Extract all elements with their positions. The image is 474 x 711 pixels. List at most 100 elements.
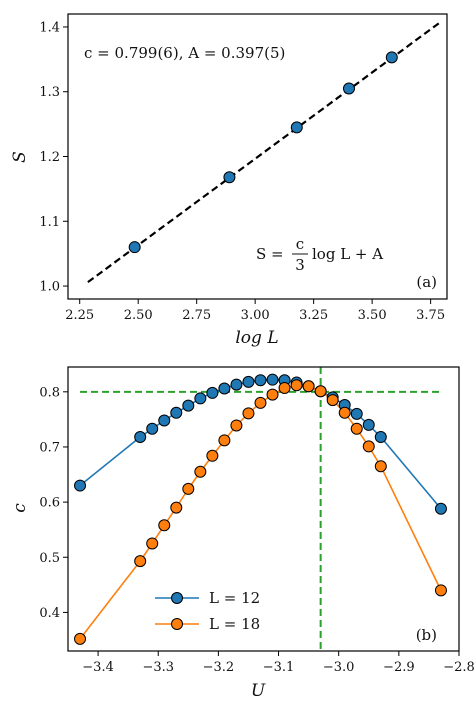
panel-b-data-point-1 bbox=[158, 519, 171, 532]
panel-b-data-point-0 bbox=[218, 382, 231, 395]
panel-a-data-point bbox=[385, 51, 398, 64]
panel-a-fit-line-group bbox=[87, 21, 441, 284]
panel-b-data-point-0 bbox=[266, 373, 279, 386]
panel-a-ytick-label: 1.1 bbox=[39, 215, 60, 230]
panel-b-data-point-0 bbox=[134, 431, 147, 444]
panel-b-data-point-1 bbox=[134, 555, 147, 568]
legend-item-l12: L = 12 bbox=[155, 589, 260, 607]
panel-b-data-point-1 bbox=[314, 385, 327, 398]
panel-b-data-point-0 bbox=[362, 418, 375, 431]
panel-b-data-point-1 bbox=[434, 584, 447, 597]
panel-b-data-point-0 bbox=[230, 378, 243, 391]
legend-label-l12: L = 12 bbox=[209, 589, 260, 607]
panel-b-data-point-1 bbox=[182, 482, 195, 495]
panel-a: 2.25 2.50 2.75 3.00 3.25 3.50 3.75 1.0 1.1 1.2 1.3… bbox=[10, 13, 448, 348]
panel-b-data-point-1 bbox=[326, 394, 339, 407]
panel-a-xlabel: log L bbox=[235, 328, 278, 348]
panel-a-xtick-label: 2.50 bbox=[124, 308, 153, 323]
panel-b-ytick-label: 0.5 bbox=[39, 551, 60, 566]
panel-a-points bbox=[128, 51, 398, 254]
panel-a-data-point bbox=[223, 171, 236, 184]
panel-b: −3.4 −3.3 −3.2 −3.1 −3.0 −2.9 −2.8 0.4 0.5 0.6 0.7… bbox=[10, 366, 474, 701]
panel-a-xtick-label: 2.75 bbox=[182, 308, 211, 323]
panel-b-xtick-label: −3.1 bbox=[263, 660, 295, 675]
panel-b-xtick-label: −3.0 bbox=[323, 660, 355, 675]
panel-a-fit-text: c = 0.799(6), A = 0.397(5) bbox=[84, 44, 285, 62]
panel-b-data-point-1 bbox=[218, 434, 231, 447]
panel-b-ytick-label: 0.4 bbox=[39, 606, 60, 621]
panel-b-data-point-1 bbox=[350, 422, 363, 435]
panel-b-data-point-0 bbox=[194, 392, 207, 405]
panel-b-data-point-0 bbox=[182, 399, 195, 412]
panel-a-xtick-label: 3.00 bbox=[241, 308, 270, 323]
legend-item-l18: L = 18 bbox=[155, 615, 260, 633]
panel-b-data-point-0 bbox=[374, 431, 387, 444]
panel-b-data-point-0 bbox=[206, 386, 219, 399]
panel-b-series-line-1 bbox=[79, 384, 442, 640]
panel-b-xtick-label: −3.2 bbox=[203, 660, 235, 675]
panel-b-data-point-1 bbox=[146, 537, 159, 550]
panel-b-data-point-1 bbox=[374, 460, 387, 473]
formula-rhs: log L + A bbox=[312, 245, 383, 263]
panel-a-formula: S = c 3 log L + A bbox=[256, 235, 383, 274]
panel-b-data-point-1 bbox=[170, 501, 183, 514]
panel-b-ytick-label: 0.7 bbox=[39, 440, 60, 455]
panel-a-ticks: 2.25 2.50 2.75 3.00 3.25 3.50 3.75 1.0 1.1 1.2 1.3… bbox=[39, 20, 445, 323]
panel-b-data-point-0 bbox=[146, 422, 159, 435]
legend-marker-l18 bbox=[171, 618, 183, 630]
panel-b-data-point-1 bbox=[290, 379, 303, 392]
panel-a-xtick-label: 3.50 bbox=[358, 308, 387, 323]
panel-b-data-point-0 bbox=[350, 407, 363, 420]
panel-b-legend: L = 12 L = 18 bbox=[155, 589, 260, 633]
panel-b-xtick-label: −3.4 bbox=[82, 660, 114, 675]
panel-b-ytick-label: 0.6 bbox=[39, 496, 60, 511]
panel-b-data-point-0 bbox=[254, 374, 267, 387]
panel-b-data-point-1 bbox=[362, 440, 375, 453]
panel-b-data-point-1 bbox=[194, 465, 207, 478]
panel-a-ylabel: S bbox=[10, 151, 30, 163]
legend-marker-l12 bbox=[171, 592, 183, 604]
panel-b-data-point-1 bbox=[242, 407, 255, 420]
panel-b-xtick-label: −2.8 bbox=[443, 660, 474, 675]
panel-b-data-point-0 bbox=[158, 414, 171, 427]
panel-a-ytick-label: 1.4 bbox=[39, 20, 60, 35]
panel-b-reference-lines bbox=[80, 367, 441, 651]
panel-b-series bbox=[74, 373, 447, 645]
panel-b-data-point-0 bbox=[434, 502, 447, 515]
panel-a-ytick-label: 1.2 bbox=[39, 150, 60, 165]
panel-b-data-point-1 bbox=[230, 419, 243, 432]
panel-b-data-point-0 bbox=[242, 375, 255, 388]
panel-b-ytick-label: 0.8 bbox=[39, 385, 60, 400]
panel-a-xtick-label: 3.75 bbox=[416, 308, 445, 323]
panel-b-data-point-1 bbox=[338, 406, 351, 419]
panel-b-xtick-label: −2.9 bbox=[383, 660, 415, 675]
formula-numerator: c bbox=[296, 235, 304, 253]
panel-b-data-point-1 bbox=[254, 396, 267, 409]
formula-lhs: S = bbox=[256, 245, 284, 263]
panel-b-data-point-0 bbox=[170, 406, 183, 419]
panel-b-label: (b) bbox=[416, 626, 437, 644]
panel-b-ticks: −3.4 −3.3 −3.2 −3.1 −3.0 −2.9 −2.8 0.4 0.5 0.6 0.7… bbox=[39, 385, 474, 675]
panel-a-xtick-label: 3.25 bbox=[299, 308, 328, 323]
panel-b-data-point-1 bbox=[302, 380, 315, 393]
panel-b-data-point-1 bbox=[266, 388, 279, 401]
panel-b-frame bbox=[67, 366, 460, 652]
formula-denominator: 3 bbox=[295, 256, 305, 274]
panel-a-xtick-label: 2.25 bbox=[65, 308, 94, 323]
panel-a-ytick-label: 1.0 bbox=[39, 280, 60, 295]
panel-b-xtick-label: −3.3 bbox=[142, 660, 174, 675]
panel-a-frame bbox=[67, 13, 448, 300]
panel-a-data-point bbox=[128, 241, 141, 254]
panel-b-data-point-1 bbox=[278, 381, 291, 394]
panel-a-fit-line bbox=[87, 21, 441, 284]
panel-a-label: (a) bbox=[416, 273, 437, 291]
panel-b-data-point-0 bbox=[74, 479, 87, 492]
panel-b-xlabel: U bbox=[251, 681, 266, 701]
panel-b-data-point-1 bbox=[206, 449, 219, 462]
panel-a-data-point bbox=[342, 82, 355, 95]
panel-a-data-point bbox=[290, 121, 303, 134]
panel-a-ytick-label: 1.3 bbox=[39, 85, 60, 100]
legend-label-l18: L = 18 bbox=[209, 615, 260, 633]
panel-b-ylabel: c bbox=[10, 503, 30, 513]
